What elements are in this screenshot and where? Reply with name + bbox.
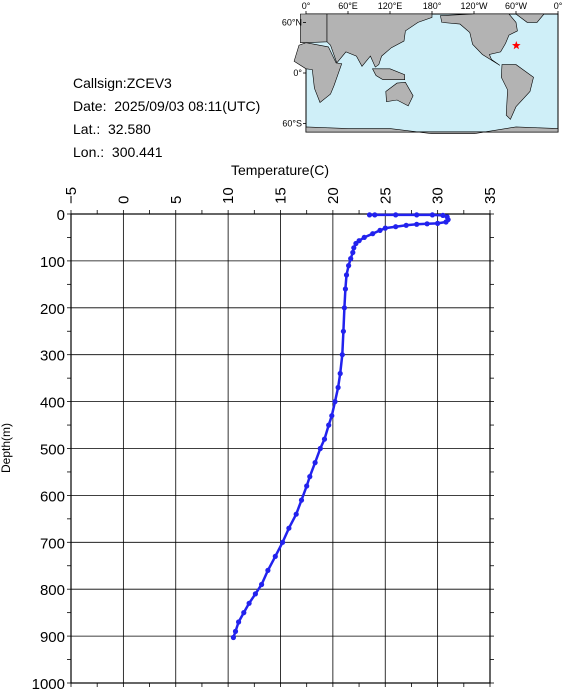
- data-point: [414, 212, 420, 218]
- data-point: [272, 553, 278, 560]
- data-point: [337, 370, 343, 377]
- map-longitude-label: 120°E: [378, 1, 403, 11]
- land-greenland: [515, 13, 545, 23]
- data-point: [350, 249, 356, 256]
- map-longitude-label: 0°: [554, 1, 563, 11]
- land-north-america: [440, 13, 518, 66]
- data-point: [429, 212, 435, 218]
- y-tick-label: 200: [40, 301, 65, 318]
- y-axis-label: Depth(m): [0, 423, 13, 473]
- data-point: [246, 600, 252, 606]
- longitude-label: Lon.: 300.441: [73, 144, 163, 160]
- data-point: [382, 225, 388, 231]
- data-point: [293, 511, 299, 517]
- data-point: [348, 256, 354, 262]
- data-point: [307, 474, 313, 480]
- data-point: [393, 212, 399, 218]
- x-tick-label: 25: [377, 187, 394, 204]
- y-tick-label: 0: [57, 207, 65, 224]
- latitude-label: Lat.: 32.580: [73, 121, 151, 137]
- data-point: [332, 399, 338, 405]
- x-tick-label: −5: [63, 187, 80, 204]
- map-latitude-label: 60°N: [282, 17, 302, 27]
- data-point: [342, 286, 348, 292]
- map-longitude-label: 0°: [302, 1, 311, 11]
- data-point: [366, 212, 373, 218]
- land-australia: [385, 81, 414, 107]
- map-latitude-label: 0°: [293, 68, 302, 78]
- data-point: [339, 352, 345, 358]
- temperature-profile-line: [232, 213, 450, 638]
- map-longitude-label: 120°W: [460, 1, 488, 11]
- land-asia: [326, 13, 433, 68]
- data-point: [414, 221, 420, 227]
- callsign-label: Callsign:ZCEV3: [73, 75, 172, 91]
- data-point: [304, 483, 310, 489]
- x-tick-label: 10: [220, 187, 237, 204]
- map-longitude-label: 60°W: [505, 1, 528, 11]
- data-point: [361, 234, 367, 240]
- date-label: Date: 2025/09/03 08:11(UTC): [73, 98, 261, 114]
- data-point: [312, 460, 318, 466]
- data-point: [443, 219, 449, 225]
- y-tick-label: 700: [40, 535, 65, 552]
- data-point: [317, 445, 323, 452]
- data-point: [298, 497, 305, 503]
- map-longitude-label: 180°: [423, 1, 442, 11]
- y-tick-label: 500: [40, 442, 65, 459]
- star-icon: [512, 41, 521, 50]
- data-point: [377, 227, 383, 233]
- data-point: [372, 212, 378, 218]
- x-tick-label: 20: [325, 187, 342, 204]
- x-tick-label: 0: [115, 196, 132, 204]
- y-tick-label: 400: [40, 395, 65, 412]
- data-point: [232, 628, 239, 635]
- data-point: [346, 263, 352, 269]
- data-point: [440, 212, 446, 218]
- data-point: [241, 610, 247, 616]
- map-longitude-label: 60°E: [338, 1, 358, 11]
- y-tick-label: 100: [40, 254, 65, 271]
- data-point: [329, 413, 335, 419]
- data-point: [321, 436, 328, 442]
- data-point: [236, 619, 242, 625]
- data-point: [230, 634, 236, 641]
- x-tick-label: 30: [430, 187, 447, 204]
- y-tick-label: 600: [40, 488, 65, 505]
- x-axis-label: Temperature(C): [231, 162, 329, 178]
- data-point: [280, 539, 286, 545]
- data-point: [326, 422, 332, 428]
- data-point: [393, 224, 399, 230]
- x-tick-label: 35: [482, 187, 499, 204]
- y-tick-label: 300: [40, 348, 65, 365]
- y-tick-label: 1000: [32, 676, 65, 690]
- land-antarctica: [305, 126, 559, 134]
- y-tick-label: 900: [40, 629, 65, 646]
- data-point: [353, 240, 359, 247]
- data-point: [351, 245, 357, 251]
- data-point: [435, 220, 441, 226]
- land-south-america: [500, 64, 534, 120]
- data-point: [424, 221, 430, 227]
- data-point: [341, 305, 347, 311]
- map-latitude-label: 60°S: [282, 119, 302, 129]
- data-point: [370, 231, 376, 237]
- world-map: 0° 60°E 120°E 180° 120°W 60°W 0°60°N0°60°S: [282, 1, 563, 134]
- data-point: [286, 525, 292, 531]
- x-tick-label: 5: [168, 196, 185, 204]
- y-tick-label: 800: [40, 582, 65, 599]
- data-point: [340, 328, 346, 334]
- land-indonesia: [372, 68, 405, 80]
- x-tick-label: 15: [273, 187, 290, 204]
- data-point: [259, 581, 265, 588]
- data-point: [403, 222, 409, 228]
- data-point: [252, 591, 258, 597]
- data-point: [335, 384, 341, 391]
- land-africa: [293, 42, 343, 103]
- data-point: [265, 567, 271, 574]
- data-point: [343, 272, 350, 278]
- station-info: Callsign:ZCEV3 Date: 2025/09/03 08:11(UT…: [73, 72, 260, 164]
